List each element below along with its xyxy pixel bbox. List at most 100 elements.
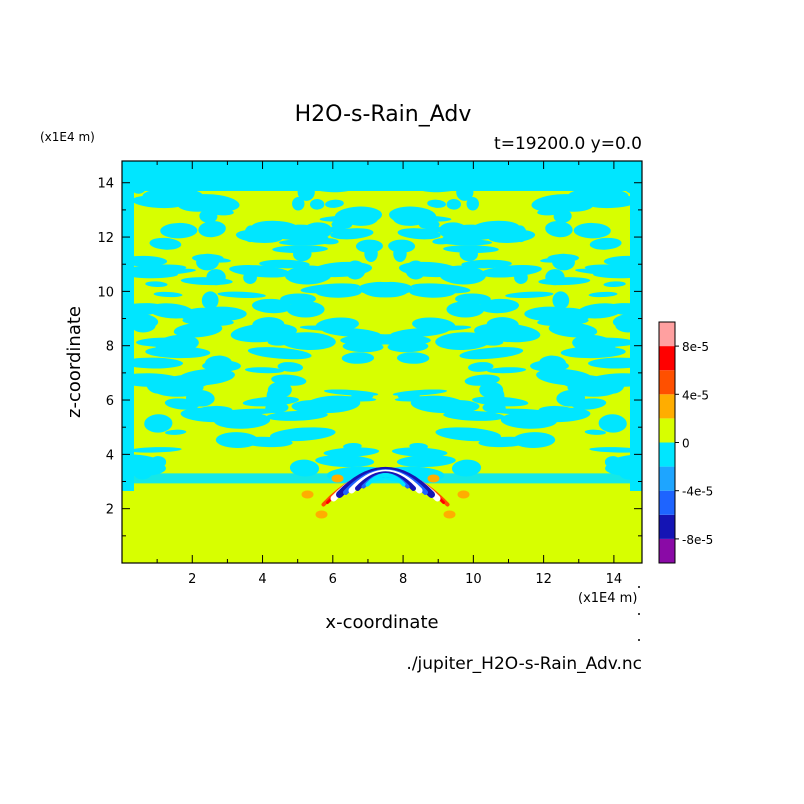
y-axis-ticks: 2 4 6 8 10 12 14: [97, 177, 642, 537]
field-patch: [486, 367, 527, 374]
y-tick-label: 10: [97, 285, 114, 300]
field-patch: [342, 341, 384, 353]
field-patch: [351, 392, 374, 400]
field-patch: [584, 264, 642, 274]
y-unit-label: (x1E4 m): [40, 130, 95, 144]
field-patch: [146, 375, 171, 394]
field-patch: [435, 332, 491, 351]
field-patch: [427, 199, 446, 208]
colorbar-tick-label: -8e-5: [682, 533, 713, 547]
field-patch: [587, 357, 642, 369]
field-patch: [605, 303, 642, 316]
field-patch: [589, 447, 642, 453]
plot-frame: [121, 160, 643, 564]
field-patch: [277, 362, 304, 372]
field-patch: [625, 182, 640, 194]
field-patch: [538, 277, 591, 286]
field-patch: [514, 225, 527, 243]
field-patch: [163, 337, 183, 355]
colorbar-tick-label: 0: [682, 437, 690, 451]
colorbar-swatch: [659, 538, 675, 563]
field-patch: [280, 332, 336, 351]
field-patch: [330, 228, 374, 240]
field-patch: [185, 194, 240, 213]
field-patch: [552, 291, 570, 310]
field-patch: [548, 322, 598, 338]
colorbar-tick-label: 4e-5: [682, 388, 709, 402]
y-tick-label: 14: [97, 177, 114, 192]
field-patch: [387, 341, 429, 353]
field-patch: [214, 412, 271, 429]
x-tick-label: 12: [535, 572, 552, 587]
field-patch: [180, 277, 233, 286]
field-patch: [122, 473, 642, 484]
y-tick-label: 8: [106, 340, 114, 355]
y-axis-label: z-coordinate: [64, 306, 85, 418]
field-patch: [355, 239, 383, 253]
field-patch: [588, 337, 608, 355]
field-patch: [244, 367, 285, 374]
field-patch: [215, 432, 259, 449]
field-patch: [411, 283, 471, 294]
field-patch: [145, 175, 179, 184]
field-patch: [132, 320, 156, 333]
field-patch: [396, 352, 430, 364]
field-patch: [131, 182, 146, 194]
colorbar-tick-label: 8e-5: [682, 340, 709, 354]
field-patch: [512, 432, 556, 449]
field-patch: [315, 455, 375, 468]
field-patch: [388, 239, 416, 253]
field-patch: [397, 228, 441, 240]
field-patch: [198, 220, 226, 238]
colorbar-tick-label: -4e-5: [682, 485, 713, 499]
plot-area: [122, 161, 642, 563]
field-patch: [592, 175, 626, 184]
field-patch: [123, 264, 187, 274]
field-patch: [391, 447, 448, 457]
field-patch: [196, 256, 231, 263]
field-patch: [389, 206, 437, 225]
field-patch: [334, 206, 382, 225]
field-patch: [266, 387, 281, 406]
colorbar-swatch: [659, 322, 675, 347]
field-patch: [531, 194, 586, 213]
colorbar-swatch: [659, 442, 675, 467]
x-tick-label: 2: [188, 572, 196, 587]
x-axis-ticks: 2 4 6 8 10 12 14: [156, 161, 622, 587]
field-patch: [514, 271, 528, 284]
rain-droplet: [301, 490, 314, 499]
field-patch: [589, 237, 622, 250]
field-patch: [292, 197, 305, 211]
colorbar-labels: 8e-5 4e-5 0 -4e-5 -8e-5: [675, 340, 713, 547]
dot-marker: [638, 586, 640, 588]
field-patch: [230, 323, 297, 343]
field-patch: [527, 168, 566, 182]
field-patch: [490, 387, 505, 406]
field-patch: [278, 238, 332, 246]
field-patch: [307, 180, 355, 193]
x-axis-label: x-coordinate: [325, 612, 438, 633]
field-patch: [500, 412, 558, 429]
field-patch: [300, 283, 360, 294]
field-patch: [288, 231, 320, 242]
rain-droplet: [443, 510, 456, 519]
field-patch: [605, 459, 642, 477]
field-patch: [259, 259, 310, 269]
field-patch: [341, 352, 375, 364]
field-patch: [559, 318, 573, 328]
rain-droplet: [427, 474, 440, 483]
field-patch: [130, 168, 188, 176]
field-patch: [291, 399, 339, 414]
chart-subtitle: t=19200.0 y=0.0: [494, 134, 642, 154]
field-patch: [600, 375, 625, 394]
field-patch: [464, 374, 500, 386]
field-patch: [201, 291, 219, 310]
field-patch: [396, 455, 456, 468]
field-patch: [439, 238, 493, 246]
y-tick-label: 12: [97, 231, 114, 246]
colorbar-swatch: [659, 418, 675, 443]
field-patch: [289, 459, 320, 477]
field-patch: [165, 429, 187, 435]
rain-droplet: [457, 490, 470, 499]
rain-droplet: [331, 474, 344, 483]
